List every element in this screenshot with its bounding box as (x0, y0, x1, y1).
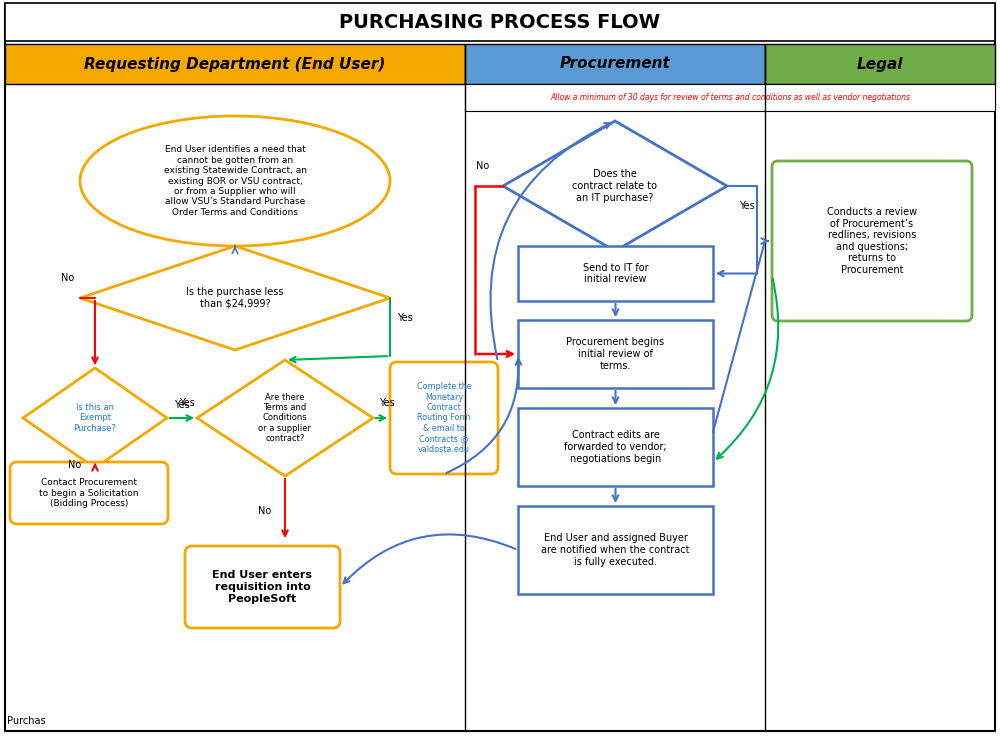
Bar (465, 44, 765, 84)
Text: Conducts a review
of Procurement’s
redlines, revisions
and questions;
returns to: Conducts a review of Procurement’s redli… (827, 207, 917, 275)
Bar (465, 84, 995, 111)
Polygon shape (197, 360, 373, 476)
Polygon shape (503, 121, 727, 251)
Text: No: No (68, 460, 82, 470)
Text: End User identifies a need that
cannot be gotten from an
existing Statewide Cont: End User identifies a need that cannot b… (164, 145, 306, 216)
FancyBboxPatch shape (772, 161, 972, 321)
Text: Is the purchase less
than $24,999?: Is the purchase less than $24,999? (186, 287, 284, 309)
FancyBboxPatch shape (10, 462, 168, 524)
Bar (5, 44, 465, 84)
Text: Complete the
Monetary
Contract
Routing Form
& email to
Contracts @
valdosta.edu: Complete the Monetary Contract Routing F… (417, 382, 471, 453)
Text: Yes: Yes (397, 313, 413, 323)
Text: Are there
Terms and
Conditions
or a supplier
contract?: Are there Terms and Conditions or a supp… (258, 393, 312, 443)
Text: Procurement begins
initial review of
terms.: Procurement begins initial review of ter… (566, 337, 665, 371)
Bar (518, 408, 713, 486)
Text: Yes: Yes (174, 400, 190, 410)
Text: End User enters
requisition into
PeopleSoft: End User enters requisition into PeopleS… (212, 570, 312, 604)
Text: No: No (61, 273, 75, 283)
Text: Allow a minimum of 30 days for review of terms and conditions as well as vendor : Allow a minimum of 30 days for review of… (550, 93, 910, 102)
Polygon shape (23, 368, 167, 468)
Text: No: No (258, 506, 272, 516)
Text: Contact Procurement
to begin a Solicitation
(Bidding Process): Contact Procurement to begin a Solicitat… (39, 478, 139, 508)
Text: Yes: Yes (379, 398, 395, 408)
Polygon shape (80, 246, 390, 350)
Text: Does the
contract relate to
an IT purchase?: Does the contract relate to an IT purcha… (572, 169, 658, 202)
FancyBboxPatch shape (185, 546, 340, 628)
Text: Is this an
Exempt
Purchase?: Is this an Exempt Purchase? (74, 403, 116, 433)
Text: Send to IT for
initial review: Send to IT for initial review (583, 263, 648, 284)
Ellipse shape (80, 116, 390, 246)
Text: Legal: Legal (857, 57, 903, 71)
Text: End User and assigned Buyer
are notified when the contract
is fully executed.: End User and assigned Buyer are notified… (541, 534, 690, 567)
Bar (518, 506, 713, 594)
Text: No: No (476, 161, 490, 171)
Text: Yes: Yes (739, 201, 755, 211)
Text: Purchas: Purchas (7, 716, 46, 726)
Bar (518, 246, 713, 301)
Text: PURCHASING PROCESS FLOW: PURCHASING PROCESS FLOW (339, 13, 661, 32)
FancyBboxPatch shape (390, 362, 498, 474)
Text: Procurement: Procurement (560, 57, 670, 71)
Bar (5, 3, 995, 41)
Text: Contract edits are
forwarded to vendor;
negotiations begin: Contract edits are forwarded to vendor; … (564, 431, 667, 464)
Bar (765, 44, 995, 84)
Text: Requesting Department (End User): Requesting Department (End User) (84, 57, 386, 71)
Text: Yes: Yes (179, 398, 195, 408)
Bar (518, 320, 713, 388)
